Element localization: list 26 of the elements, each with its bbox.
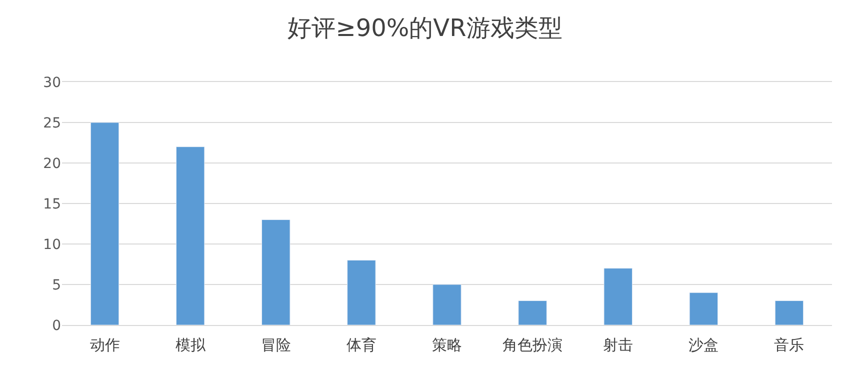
y-tick-label: 30 xyxy=(43,74,61,91)
bar xyxy=(604,268,632,325)
bar xyxy=(90,122,120,325)
x-tick-label: 沙盒 xyxy=(688,336,719,354)
chart-title: 好评≥90%的VR游戏类型 xyxy=(288,14,562,42)
x-tick-label: 动作 xyxy=(90,336,120,354)
x-tick-label: 体育 xyxy=(346,336,376,354)
x-tick-label: 策略 xyxy=(432,336,462,354)
y-tick-label: 25 xyxy=(43,115,61,132)
bar xyxy=(262,219,290,325)
x-tick-label: 角色扮演 xyxy=(502,336,563,354)
x-tick-label: 射击 xyxy=(603,336,634,354)
bar xyxy=(347,260,376,325)
x-tick-label: 模拟 xyxy=(175,336,206,354)
x-tick-label: 音乐 xyxy=(774,336,804,354)
bar xyxy=(518,300,547,325)
y-tick-label: 15 xyxy=(43,196,61,212)
bar xyxy=(176,146,205,325)
y-tick-label: 10 xyxy=(43,236,61,253)
bar xyxy=(774,300,804,325)
x-tick-label: 冒险 xyxy=(260,336,291,354)
bar xyxy=(689,292,718,325)
y-tick-label: 0 xyxy=(52,318,61,334)
y-tick-label: 20 xyxy=(43,156,61,172)
bar xyxy=(432,284,462,325)
y-tick-label: 5 xyxy=(52,277,61,294)
